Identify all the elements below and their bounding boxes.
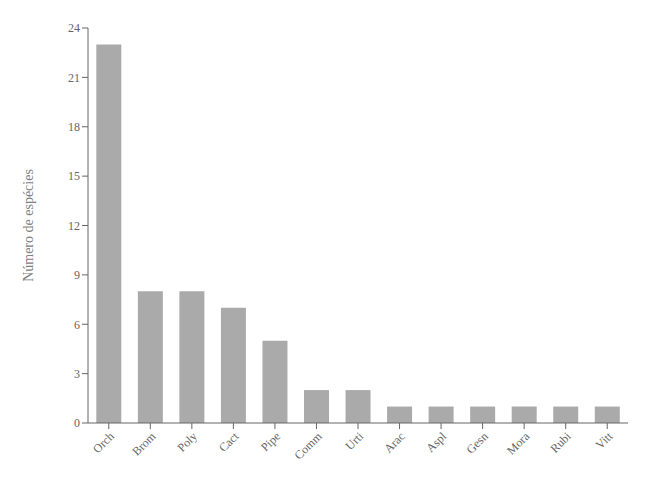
svg-text:Comm: Comm	[292, 429, 325, 462]
svg-text:Brom: Brom	[129, 429, 159, 459]
svg-text:Cact: Cact	[216, 429, 242, 455]
svg-text:0: 0	[74, 416, 80, 430]
svg-text:Urti: Urti	[343, 429, 367, 453]
svg-text:24: 24	[68, 21, 80, 35]
svg-text:Gesn: Gesn	[463, 429, 490, 456]
svg-text:3: 3	[74, 367, 80, 381]
svg-text:6: 6	[74, 318, 80, 332]
svg-text:12: 12	[68, 219, 80, 233]
svg-text:15: 15	[68, 169, 80, 183]
svg-text:Rubi: Rubi	[547, 429, 574, 456]
svg-text:21: 21	[68, 71, 80, 85]
svg-text:18: 18	[68, 120, 80, 134]
svg-text:Orch: Orch	[90, 429, 117, 456]
svg-text:9: 9	[74, 268, 80, 282]
svg-text:Poly: Poly	[175, 429, 200, 454]
svg-text:Arac: Arac	[381, 429, 407, 455]
svg-text:Mora: Mora	[504, 429, 533, 458]
svg-text:Vitt: Vitt	[593, 429, 616, 452]
svg-text:Número de espécies: Número de espécies	[21, 169, 36, 282]
svg-text:Aspl: Aspl	[423, 429, 449, 455]
svg-text:Pipe: Pipe	[258, 429, 283, 454]
